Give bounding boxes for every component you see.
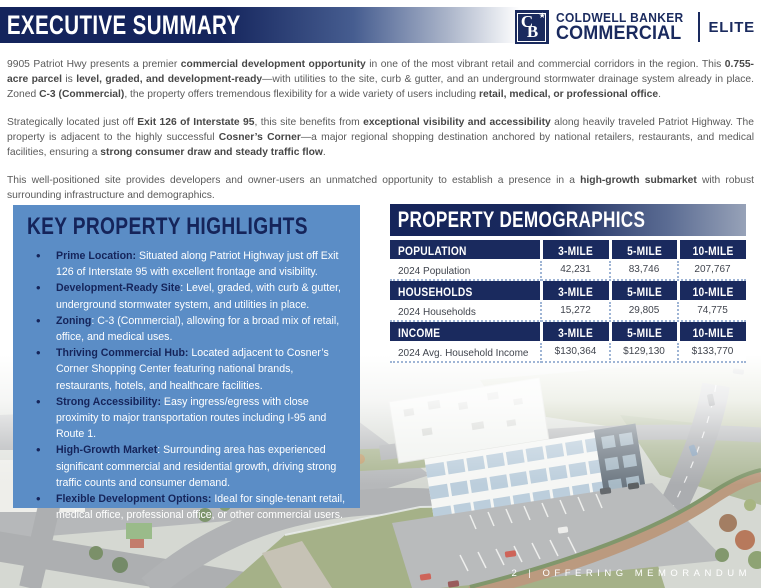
header-5mile: 5-MILE bbox=[627, 244, 662, 258]
intro-paragraph-1: 9905 Patriot Hwy presents a premier comm… bbox=[7, 59, 754, 100]
header-label: POPULATION bbox=[398, 243, 467, 258]
intro-paragraph-3: This well-positioned site provides devel… bbox=[7, 175, 754, 201]
logo-line-coldwell-banker: COLDWELL BANKER bbox=[555, 10, 684, 25]
value-3mile: $130,364 bbox=[540, 343, 609, 363]
table-header-population: POPULATION 3-MILE 5-MILE 10-MILE bbox=[390, 240, 746, 261]
header-3mile: 3-MILE bbox=[558, 244, 594, 258]
table-row-income: 2024 Avg. Household Income $130,364 $129… bbox=[390, 343, 746, 363]
highlight-item: • Flexible Development Options: Ideal for… bbox=[36, 491, 346, 522]
value-5mile: $129,130 bbox=[609, 343, 677, 363]
table-header-households: HOUSEHOLDS 3-MILE 5-MILE 10-MILE bbox=[390, 281, 746, 302]
demographics-title: PROPERTY DEMOGRAPHICS bbox=[397, 207, 646, 232]
logo-elite-label: ELITE bbox=[708, 18, 755, 36]
header-5mile: 5-MILE bbox=[627, 326, 662, 340]
demographics-table: POPULATION 3-MILE 5-MILE 10-MILE 2024 Po… bbox=[390, 240, 746, 363]
table-row-households: 2024 Households 15,272 29,805 74,775 bbox=[390, 302, 746, 322]
bullet-icon: • bbox=[36, 442, 41, 458]
highlight-item: • Zoning: C-3 (Commercial), allowing for … bbox=[36, 312, 340, 344]
header-5mile: 5-MILE bbox=[627, 285, 662, 299]
brand-logo: C B ★ COLDWELL BANKER COMMERCIAL ELITE bbox=[514, 10, 755, 44]
page-title: EXECUTIVE SUMMARY bbox=[6, 10, 241, 40]
bullet-icon: • bbox=[36, 312, 41, 328]
value-3mile: 15,272 bbox=[540, 302, 609, 322]
bullet-icon: • bbox=[36, 248, 41, 263]
value-10mile: 74,775 bbox=[677, 302, 746, 322]
logo-divider bbox=[698, 12, 701, 42]
logo-wordmark: COLDWELL BANKER COMMERCIAL bbox=[556, 11, 695, 43]
header-label: HOUSEHOLDS bbox=[398, 284, 473, 299]
monogram-letter-c: C bbox=[520, 12, 534, 31]
page-footer: 2 | OFFERING MEMORANDUM bbox=[511, 568, 751, 579]
intro-paragraph-2: Strategically located just off Exit 126 … bbox=[7, 117, 754, 158]
bullet-icon: • bbox=[36, 393, 41, 409]
value-5mile: 83,746 bbox=[609, 261, 677, 281]
bullet-icon: • bbox=[36, 491, 41, 507]
monogram-letter-b: B bbox=[526, 22, 539, 41]
page-header-bar: EXECUTIVE SUMMARY bbox=[0, 7, 520, 43]
property-demographics-header: PROPERTY DEMOGRAPHICS bbox=[390, 204, 746, 236]
coldwell-banker-monogram-icon: C B ★ bbox=[514, 10, 549, 44]
highlight-item: • Development-Ready Site: Level, graded, … bbox=[36, 280, 341, 311]
table-row-population: 2024 Population 42,231 83,746 207,767 bbox=[390, 261, 746, 281]
header-10mile: 10-MILE bbox=[692, 244, 734, 258]
highlights-list: • Prime Location: Situated along Patriot … bbox=[25, 248, 348, 523]
logo-line-commercial: COMMERCIAL bbox=[555, 22, 682, 44]
row-label: 2024 Avg. Household Income bbox=[398, 347, 529, 359]
star-icon: ★ bbox=[538, 11, 546, 20]
highlight-item: • Thriving Commercial Hub: Located adjace… bbox=[36, 345, 329, 392]
table-header-income: INCOME 3-MILE 5-MILE 10-MILE bbox=[390, 322, 746, 343]
value-10mile: $133,770 bbox=[677, 343, 746, 363]
bullet-icon: • bbox=[36, 345, 41, 361]
header-label: INCOME bbox=[398, 325, 441, 340]
bullet-icon: • bbox=[36, 280, 41, 296]
value-3mile: 42,231 bbox=[540, 261, 609, 281]
value-10mile: 207,767 bbox=[677, 261, 746, 281]
key-property-highlights-panel: KEY PROPERTY HIGHLIGHTS • Prime Location:… bbox=[13, 205, 360, 521]
highlight-item: • High-Growth Market: Surrounding area ha… bbox=[36, 442, 337, 489]
highlight-item: • Strong Accessibility: Easy ingress/egre… bbox=[36, 393, 327, 441]
row-label: 2024 Population bbox=[398, 265, 471, 277]
highlight-item: • Prime Location: Situated along Patriot … bbox=[36, 248, 339, 279]
header-10mile: 10-MILE bbox=[692, 285, 734, 299]
intro-text: 9905 Patriot Hwy presents a premier comm… bbox=[7, 57, 754, 216]
header-3mile: 3-MILE bbox=[558, 326, 594, 340]
value-5mile: 29,805 bbox=[609, 302, 677, 322]
header-3mile: 3-MILE bbox=[558, 285, 594, 299]
header-10mile: 10-MILE bbox=[692, 326, 734, 340]
monogram-frame bbox=[517, 12, 547, 42]
row-label: 2024 Households bbox=[398, 306, 476, 318]
highlights-title: KEY PROPERTY HIGHLIGHTS bbox=[27, 213, 308, 240]
